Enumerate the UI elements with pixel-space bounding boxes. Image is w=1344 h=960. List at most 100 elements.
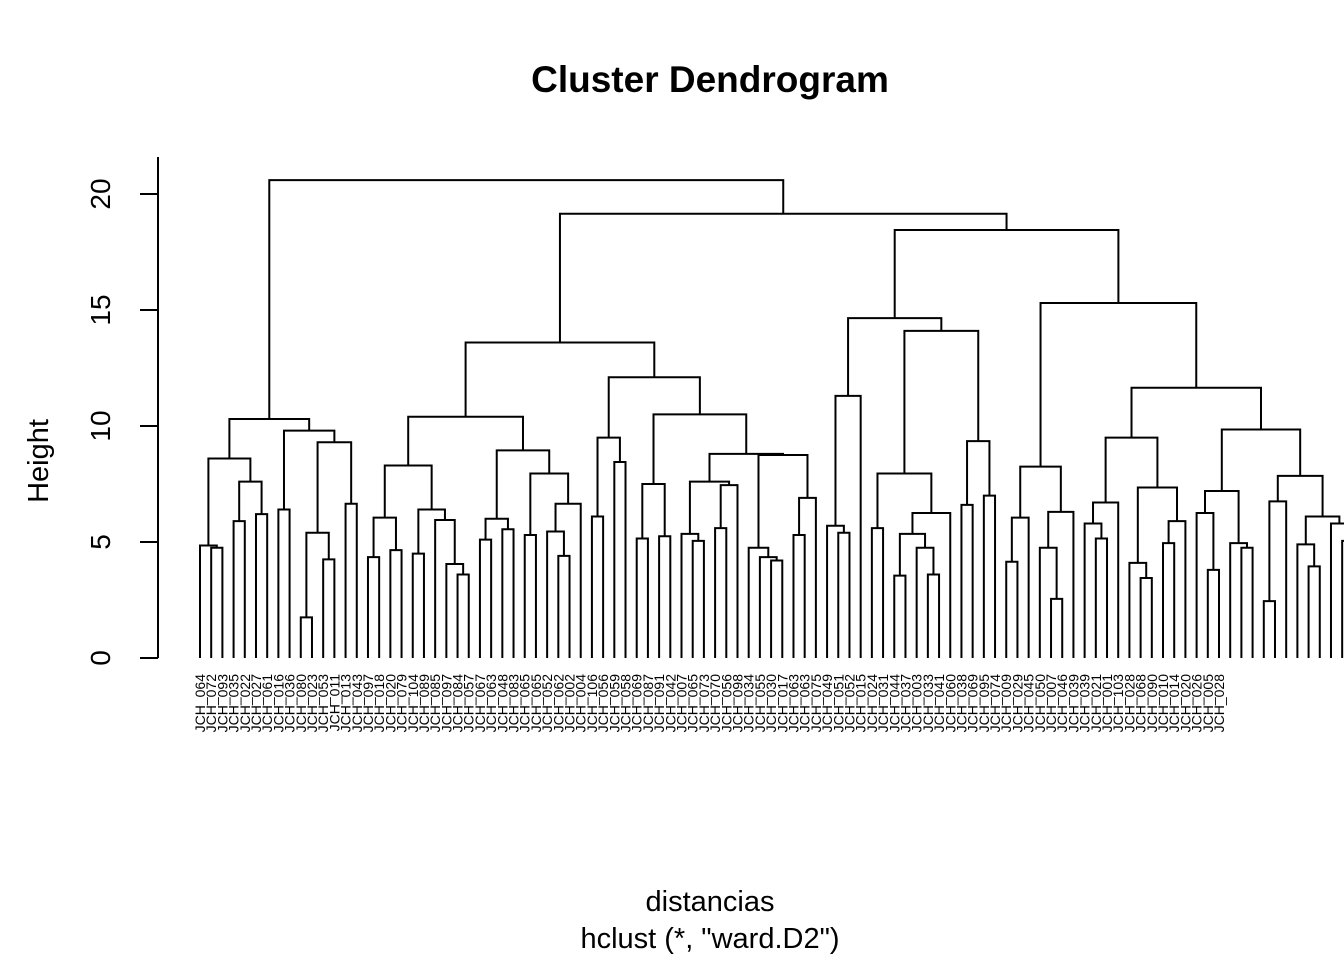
- leaf-label: JCH_046: [1054, 674, 1070, 733]
- leaf-label: JCH_016: [270, 674, 286, 733]
- dendrogram-link: [495, 449, 551, 519]
- leaf-label: JCH_059: [606, 674, 622, 733]
- leaf-label: JCH_057: [461, 674, 477, 733]
- dendrogram-link: [1167, 520, 1187, 658]
- dendrogram-link: [1083, 522, 1103, 658]
- dendrogram-link: [691, 539, 705, 658]
- dendrogram-link: [238, 480, 263, 522]
- dendrogram-link: [1220, 428, 1302, 491]
- leaf-label: JCH_020: [382, 674, 398, 733]
- leaf-label: JCH_089: [416, 674, 432, 733]
- dendrogram-link: [1195, 512, 1215, 658]
- leaf-label: JCH_004: [573, 674, 589, 733]
- leaf-label: JCH_064: [192, 674, 208, 733]
- leaf-label: JCH_042: [662, 674, 678, 733]
- dendrogram-link: [417, 508, 446, 554]
- leaf-label: JCH_080: [293, 674, 309, 733]
- leaf-label: JCH_041: [931, 674, 947, 733]
- dendrogram-link: [268, 179, 785, 420]
- leaf-label: JCH_039: [1065, 674, 1081, 733]
- dendrogram-link: [254, 513, 269, 658]
- leaf-label: JCH_065: [685, 674, 701, 733]
- dendrogram-link: [372, 516, 397, 558]
- leaf-label: JCH_033: [920, 674, 936, 733]
- leaf-labels: JCH_064JCH_072JCH_093JCH_035JCH_022JCH_0…: [192, 674, 1227, 733]
- dendrogram-link: [893, 574, 907, 658]
- dendrogram-link: [596, 436, 621, 517]
- dendrogram-link: [1204, 489, 1240, 544]
- leaf-label: JCH_013: [338, 674, 354, 733]
- dendrogram-link: [1304, 515, 1341, 545]
- leaf-label: JCH_065: [517, 674, 533, 733]
- y-axis-label: Height: [23, 419, 55, 503]
- dendrogram-link: [747, 546, 770, 658]
- leaf-label: JCH_063: [785, 674, 801, 733]
- leaf-label: JCH_083: [506, 674, 522, 733]
- dendrogram-link: [758, 556, 778, 658]
- leaf-label: JCH_085: [427, 674, 443, 733]
- dendrogram-link: [456, 573, 470, 658]
- leaf-label: JCH_070: [707, 674, 723, 733]
- leaf-label: JCH_017: [774, 674, 790, 733]
- dendrogram-link: [199, 544, 218, 658]
- leaf-label: JCH_074: [987, 674, 1003, 733]
- leaf-label: JCH_063: [483, 674, 499, 733]
- leaf-label: JCH_052: [841, 674, 857, 733]
- dendrogram-link: [1268, 500, 1288, 658]
- dendrogram-link: [523, 534, 537, 658]
- dendrogram-link: [1010, 516, 1030, 658]
- chart-title: Cluster Dendrogram: [531, 59, 889, 100]
- dendrogram-link: [1229, 542, 1248, 658]
- dendrogram-links: [199, 179, 1344, 658]
- dendrogram-link: [1341, 539, 1344, 658]
- leaf-label: JCH_095: [976, 674, 992, 733]
- leaf-label: JCH_062: [550, 674, 566, 733]
- leaf-label: JCH_034: [741, 674, 757, 733]
- dendrogram-link: [546, 530, 565, 658]
- leaf-label: JCH_038: [953, 674, 969, 733]
- y-axis-ticks: 0 5 10 15 20: [85, 178, 158, 666]
- leaf-label: JCH_103: [1110, 674, 1126, 733]
- dendrogram-link: [757, 454, 809, 548]
- dendrogram-link: [1296, 543, 1316, 658]
- dendrogram-link: [1262, 600, 1276, 658]
- leaf-label: JCH_084: [450, 674, 466, 733]
- dendrogram-link: [1162, 542, 1176, 658]
- leaf-label: JCH_036: [282, 674, 298, 733]
- leaf-label: JCH_028: [1121, 674, 1137, 733]
- dendrogram-link: [641, 483, 666, 539]
- dendrogram-link: [464, 341, 656, 417]
- dendrogram-link: [708, 452, 784, 482]
- leaf-label: JCH_091: [651, 674, 667, 733]
- leaf-label: JCH_068: [1133, 674, 1149, 733]
- dendrogram-link: [688, 480, 731, 534]
- leaf-label: JCH_060: [942, 674, 958, 733]
- dendrogram-link: [445, 563, 465, 658]
- leaf-label: JCH_037: [897, 674, 913, 733]
- leaf-label: JCH_043: [349, 674, 365, 733]
- leaf-label: JCH_056: [595, 674, 611, 733]
- dendrogram-link: [322, 558, 336, 658]
- dendrogram-link: [1104, 436, 1159, 503]
- leaf-label: JCH_002: [562, 674, 578, 733]
- dendrogram-link: [798, 496, 817, 658]
- y-tick-label: 15: [85, 294, 116, 325]
- leaf-label: JCH_055: [752, 674, 768, 733]
- leaf-label: JCH_079: [394, 674, 410, 733]
- dendrogram-link: [635, 537, 649, 658]
- leaf-label: JCH_097: [360, 674, 376, 733]
- leaf-label: JCH_061: [259, 674, 275, 733]
- dendrogram-link: [1038, 546, 1058, 658]
- leaf-label: JCH_050: [1032, 674, 1048, 733]
- leaf-label: JCH_030: [763, 674, 779, 733]
- dendrogram-link: [407, 415, 524, 466]
- leaf-label: JCH_056: [718, 674, 734, 733]
- dendrogram-link: [501, 528, 515, 658]
- dendrogram-link: [411, 552, 425, 658]
- leaf-label: JCH_007: [1043, 674, 1059, 733]
- leaf-label: JCH_069: [629, 674, 645, 733]
- dendrogram-link: [1206, 568, 1220, 658]
- leaf-label: JCH_075: [808, 674, 824, 733]
- leaf-label: JCH_007: [674, 674, 690, 733]
